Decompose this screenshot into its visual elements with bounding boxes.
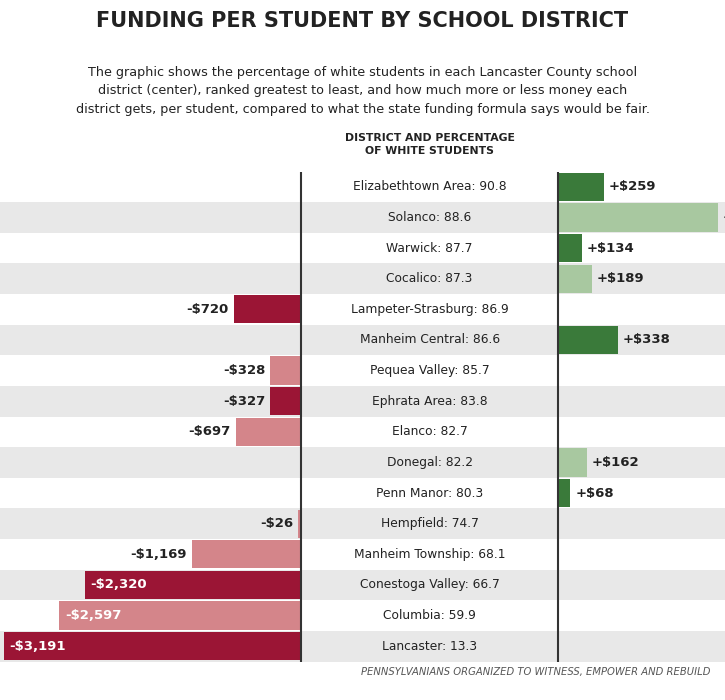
Text: +$68: +$68 <box>576 486 614 500</box>
Bar <box>0 570 725 601</box>
Bar <box>558 234 582 262</box>
Text: +$259: +$259 <box>609 181 657 193</box>
Text: DISTRICT AND PERCENTAGE
OF WHITE STUDENTS: DISTRICT AND PERCENTAGE OF WHITE STUDENT… <box>344 133 515 156</box>
Text: -$3,191: -$3,191 <box>9 640 66 652</box>
Bar <box>59 601 301 630</box>
Text: -$697: -$697 <box>188 426 231 438</box>
Bar <box>0 263 725 294</box>
Text: Donegal: 82.2: Donegal: 82.2 <box>386 456 473 469</box>
Text: Solanco: 88.6: Solanco: 88.6 <box>388 211 471 224</box>
Bar <box>0 477 725 508</box>
Text: -$1,169: -$1,169 <box>130 548 187 561</box>
Text: Manheim Township: 68.1: Manheim Township: 68.1 <box>354 548 505 561</box>
Bar <box>270 356 301 385</box>
Text: +$134: +$134 <box>587 241 635 255</box>
Bar <box>4 632 301 660</box>
Text: Cocalico: 87.3: Cocalico: 87.3 <box>386 272 473 285</box>
Text: Hempfield: 74.7: Hempfield: 74.7 <box>381 517 478 530</box>
Text: Lancaster: 13.3: Lancaster: 13.3 <box>382 640 477 652</box>
Text: +$189: +$189 <box>597 272 645 285</box>
Text: Columbia: 59.9: Columbia: 59.9 <box>383 609 476 622</box>
Bar <box>0 356 725 386</box>
Bar <box>0 202 725 232</box>
Text: +$903: +$903 <box>723 211 725 224</box>
Bar <box>270 387 301 415</box>
Bar <box>558 203 718 232</box>
Bar <box>558 265 592 293</box>
Bar <box>0 508 725 539</box>
Bar <box>0 386 725 416</box>
Text: Manheim Central: 86.6: Manheim Central: 86.6 <box>360 333 500 346</box>
Text: -$720: -$720 <box>186 303 228 316</box>
Bar <box>0 631 725 662</box>
Text: +$162: +$162 <box>592 456 639 469</box>
Text: Pequea Valley: 85.7: Pequea Valley: 85.7 <box>370 364 489 377</box>
Bar <box>236 418 301 446</box>
Bar <box>0 294 725 325</box>
Text: PENNSYLVANIANS ORGANIZED TO WITNESS, EMPOWER AND REBUILD: PENNSYLVANIANS ORGANIZED TO WITNESS, EMP… <box>361 667 710 678</box>
Bar <box>0 232 725 263</box>
Text: -$2,597: -$2,597 <box>65 609 121 622</box>
Bar <box>85 571 301 599</box>
Bar <box>0 416 725 447</box>
Text: Elanco: 82.7: Elanco: 82.7 <box>392 426 468 438</box>
Text: Ephrata Area: 83.8: Ephrata Area: 83.8 <box>372 395 487 407</box>
Text: Lampeter-Strasburg: 86.9: Lampeter-Strasburg: 86.9 <box>351 303 508 316</box>
Bar <box>558 173 604 201</box>
Text: Elizabethtown Area: 90.8: Elizabethtown Area: 90.8 <box>353 181 506 193</box>
Bar <box>558 479 571 507</box>
Bar <box>558 326 618 354</box>
Bar <box>0 447 725 477</box>
Text: Penn Manor: 80.3: Penn Manor: 80.3 <box>376 486 483 500</box>
Bar <box>299 510 301 538</box>
Text: +$338: +$338 <box>623 333 671 346</box>
Text: The graphic shows the percentage of white students in each Lancaster County scho: The graphic shows the percentage of whit… <box>75 66 650 116</box>
Text: Conestoga Valley: 66.7: Conestoga Valley: 66.7 <box>360 578 500 592</box>
Text: -$327: -$327 <box>223 395 265 407</box>
Bar <box>0 172 725 202</box>
Text: FUNDING PER STUDENT BY SCHOOL DISTRICT: FUNDING PER STUDENT BY SCHOOL DISTRICT <box>96 11 629 32</box>
Bar <box>0 539 725 570</box>
Text: Warwick: 87.7: Warwick: 87.7 <box>386 241 473 255</box>
Text: -$328: -$328 <box>223 364 265 377</box>
Text: -$2,320: -$2,320 <box>91 578 147 592</box>
Bar <box>233 295 301 323</box>
Bar <box>0 325 725 356</box>
Text: -$26: -$26 <box>260 517 294 530</box>
Bar <box>192 540 301 568</box>
Bar <box>0 601 725 631</box>
Bar <box>558 449 587 477</box>
